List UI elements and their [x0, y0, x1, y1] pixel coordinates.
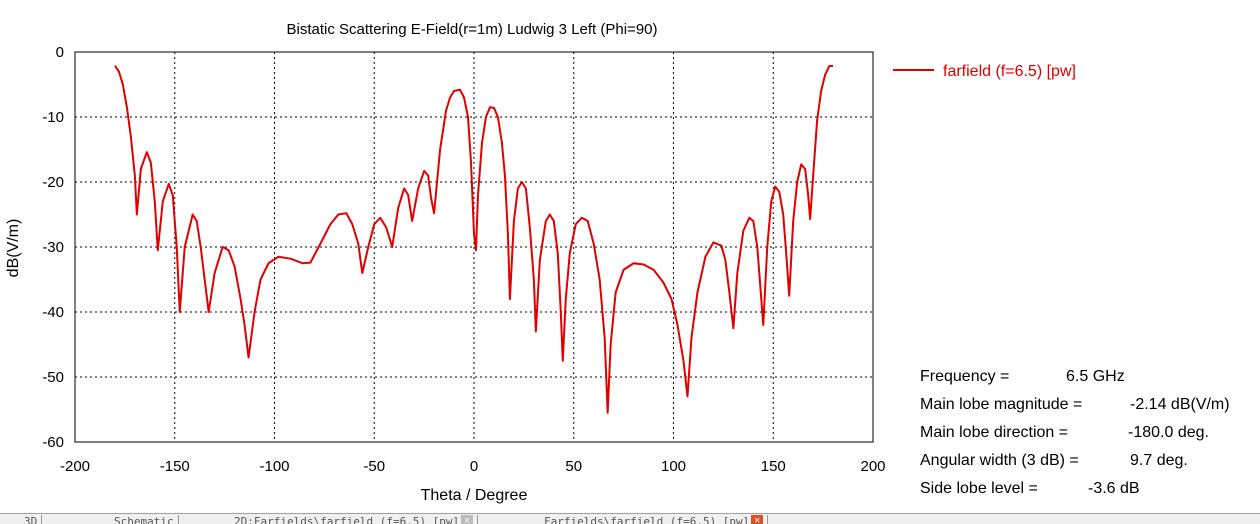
x-tick-label: 100 — [661, 458, 686, 475]
info-label: Angular width (3 dB) = — [920, 452, 1079, 469]
y-tick-label: -10 — [42, 109, 64, 126]
farfield-info-panel: Frequency = 6.5 GHz Main lobe magnitude = -… — [920, 368, 1230, 497]
document-tab-label: 3D — [24, 515, 38, 524]
document-tab[interactable]: 2D:Farfields\farfield (f=6.5) [pw] ✕ — [230, 515, 479, 524]
info-value: 9.7 deg. — [1130, 452, 1188, 469]
y-tick-label: 0 — [56, 44, 64, 61]
document-tab[interactable]: Schematic — [110, 515, 179, 524]
y-tick-label: -40 — [42, 304, 64, 321]
x-tick-label: 50 — [565, 458, 582, 475]
info-value: -2.14 dB(V/m) — [1130, 396, 1230, 413]
document-tab-label: 2D:Farfields\farfield (f=6.5) [pw] — [234, 515, 460, 524]
x-tick-label: 0 — [470, 458, 478, 475]
x-tick-label: -150 — [160, 458, 190, 475]
y-tick-labels: 0 -10 -20 -30 -40 -50 -60 — [42, 44, 64, 451]
document-tab[interactable]: Farfields\farfield (f=6.5) [pw] ✕ — [540, 515, 769, 524]
y-tick-label: -60 — [42, 434, 64, 451]
info-label: Main lobe magnitude = — [920, 396, 1082, 413]
plot-area-frame — [74, 51, 874, 443]
info-value: -3.6 dB — [1088, 480, 1140, 497]
series-line-farfield — [114, 64, 834, 414]
document-tab-bar: 3D Schematic 2D:Farfields\farfield (f=6.5)… — [0, 513, 1260, 524]
x-tick-label: -50 — [363, 458, 385, 475]
x-tick-label: -200 — [60, 458, 90, 475]
chart-title: Bistatic Scattering E-Field(r=1m) Ludwig… — [287, 21, 658, 38]
info-label: Side lobe level = — [920, 480, 1038, 497]
y-tick-label: -50 — [42, 369, 64, 386]
x-tick-label: 150 — [761, 458, 786, 475]
document-tab[interactable]: 3D — [20, 515, 43, 524]
info-label: Main lobe direction = — [920, 424, 1068, 441]
legend[interactable]: farfield (f=6.5) [pw] — [893, 63, 1076, 80]
close-icon[interactable]: ✕ — [461, 515, 474, 524]
document-tab-label: Farfields\farfield (f=6.5) [pw] — [544, 515, 750, 524]
y-tick-label: -20 — [42, 174, 64, 191]
info-value: 6.5 GHz — [1066, 368, 1125, 385]
info-label: Frequency = — [920, 368, 1009, 385]
x-tick-label: 200 — [860, 458, 885, 475]
document-tab-label: Schematic — [114, 515, 174, 524]
legend-label: farfield (f=6.5) [pw] — [943, 63, 1076, 80]
close-icon[interactable]: ✕ — [751, 515, 764, 524]
x-tick-labels: -200 -150 -100 -50 0 50 100 150 200 — [60, 458, 886, 475]
info-value: -180.0 deg. — [1128, 424, 1209, 441]
x-tick-label: -100 — [259, 458, 289, 475]
grid-lines — [75, 52, 873, 442]
farfield-plot: Bistatic Scattering E-Field(r=1m) Ludwig… — [5, 21, 1230, 504]
y-tick-label: -30 — [42, 239, 64, 256]
y-axis-label: dB(V/m) — [5, 219, 22, 278]
x-axis-label: Theta / Degree — [421, 487, 528, 504]
